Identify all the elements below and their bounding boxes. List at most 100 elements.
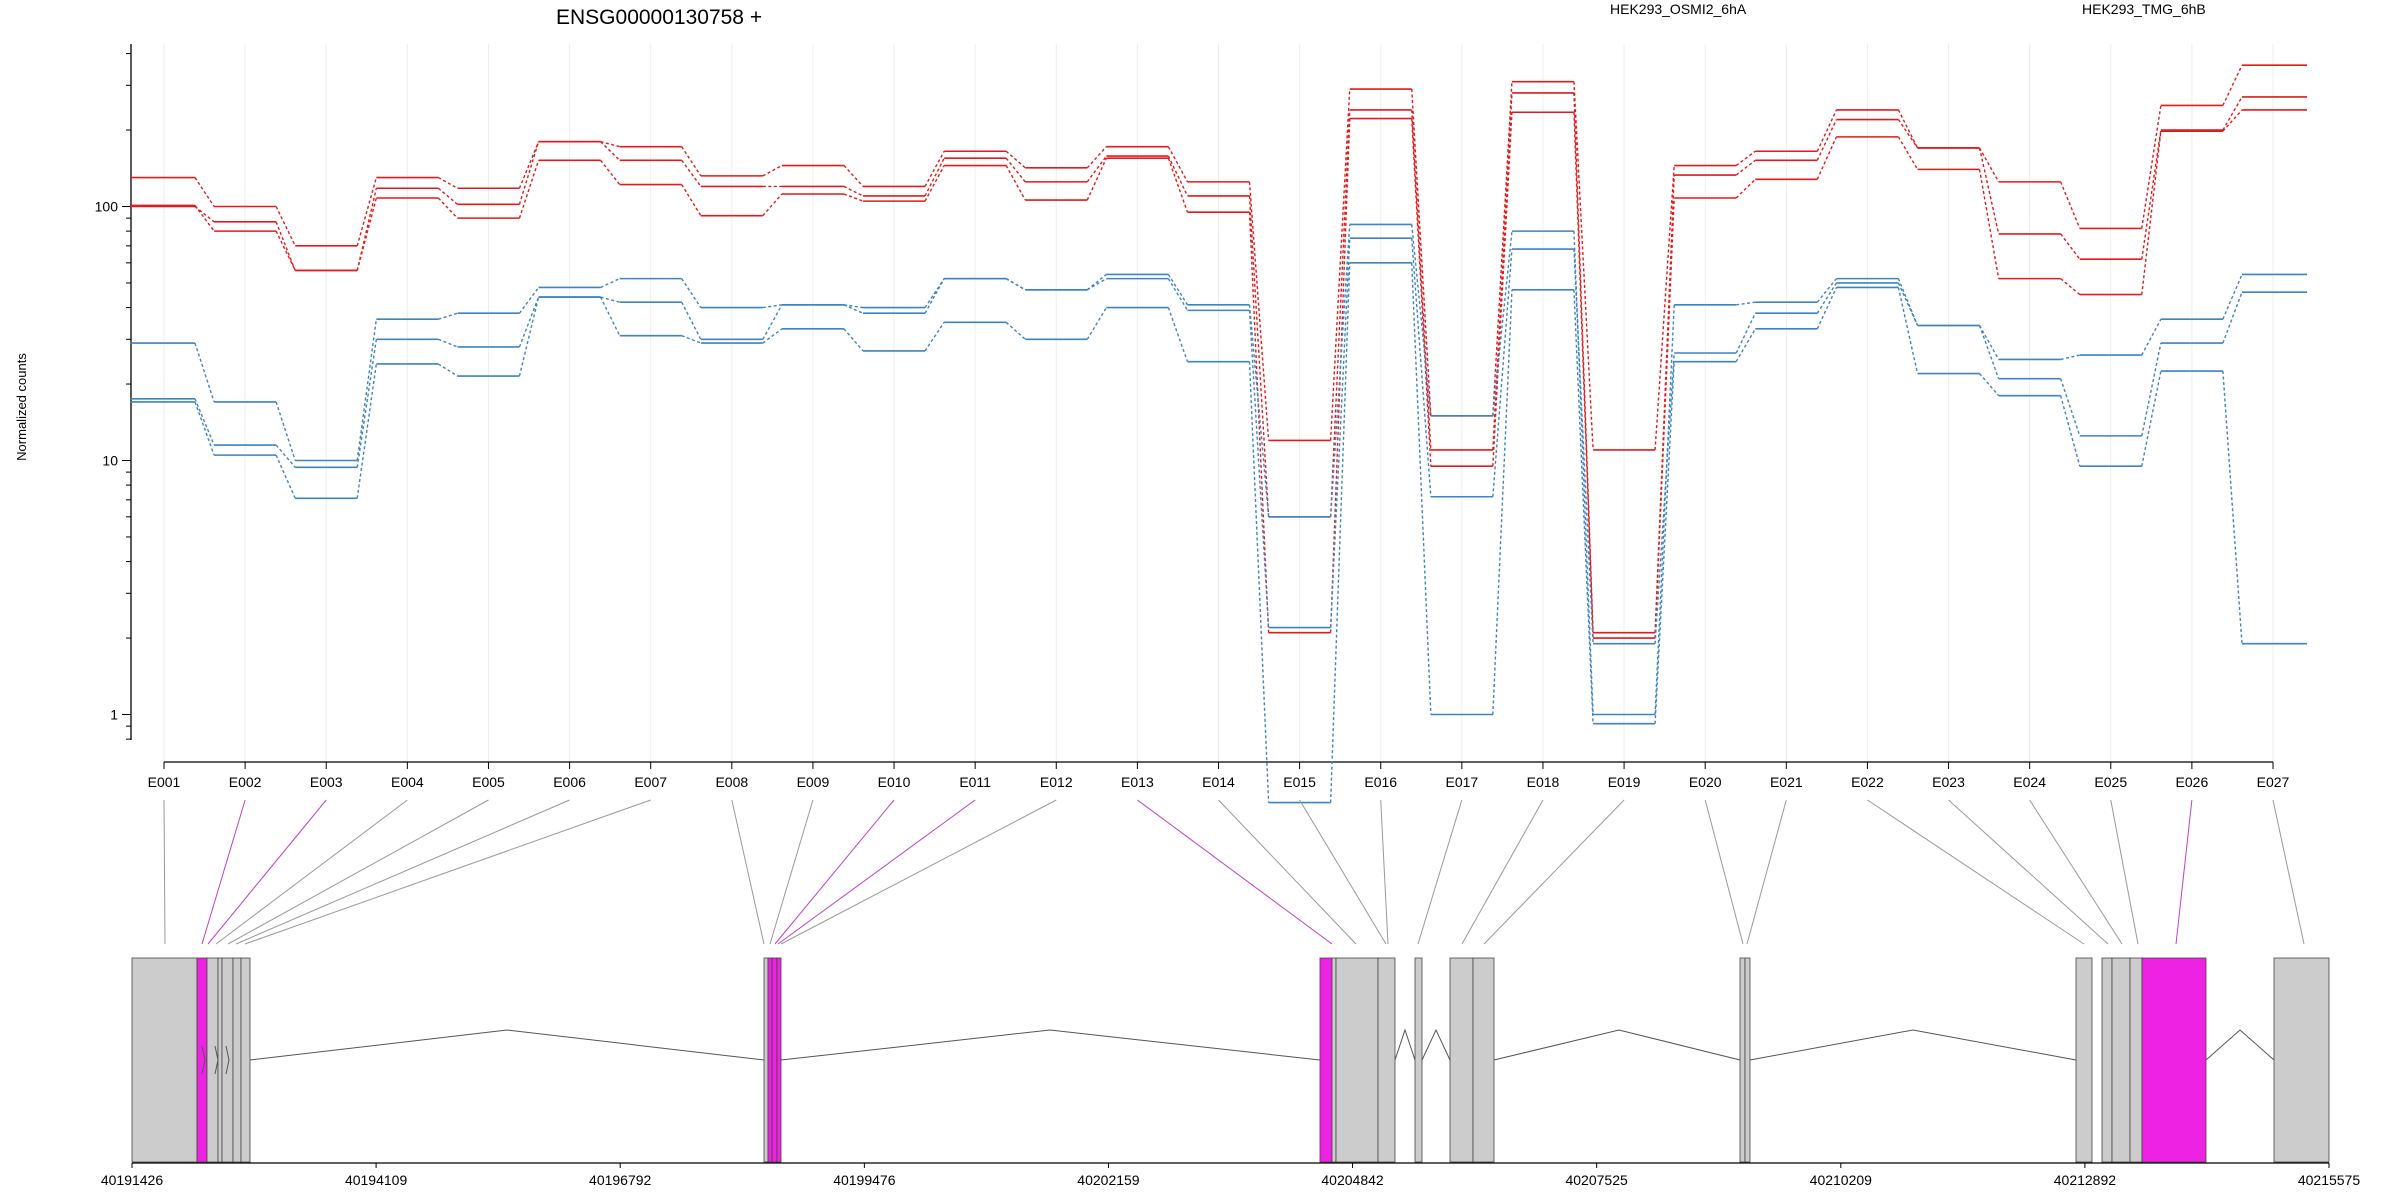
series-transition: [843, 185, 864, 197]
series-transition: [1492, 112, 1513, 467]
exon-axis-labels: E001 E002 E003 E004 E005 E006 E007 E008 E009 E010…: [148, 774, 2290, 790]
series-transition: [762, 193, 783, 217]
series-transition: [275, 454, 296, 499]
series-transition: [1654, 197, 1675, 639]
exon-connector: [2029, 799, 2123, 945]
series-transition: [2222, 274, 2243, 320]
x-tick-label-e017: E017: [1445, 774, 1478, 790]
series-transition: [1329, 238, 1351, 628]
series-transition: [1167, 307, 1189, 362]
x-tick-label-e006: E006: [553, 774, 586, 790]
series-transition: [1248, 304, 1270, 517]
series-transition: [843, 193, 864, 202]
series-transition: [518, 141, 540, 205]
exon-connector: [227, 799, 489, 945]
series-transition: [599, 296, 621, 337]
series-transition: [1167, 274, 1189, 306]
exon-box: [763, 957, 769, 1163]
series-transition: [600, 296, 620, 303]
x-tick-label-e015: E015: [1283, 774, 1316, 790]
exon-box: [240, 957, 251, 1163]
series-transition: [762, 304, 783, 309]
series-transition: [1735, 328, 1756, 363]
series-transition: [2222, 291, 2243, 344]
series-3: [130, 109, 2307, 639]
exon-box-highlighted: [1319, 957, 1333, 1163]
exon-box: [2101, 957, 2113, 1163]
exon-box: [232, 957, 242, 1163]
series-transition: [1005, 165, 1026, 201]
series-transition: [1492, 231, 1513, 416]
legend-label-tmg: HEK293_TMG_6hB: [2082, 1, 2206, 17]
coordinate-tick-label: 40207525: [1565, 1172, 1628, 1188]
series-transition: [924, 278, 945, 314]
series-transition: [438, 312, 458, 320]
series-transition: [194, 342, 215, 403]
series-transition: [681, 146, 702, 177]
series-transition: [681, 159, 702, 187]
series-transition: [924, 321, 945, 352]
exon-connector: [215, 799, 408, 945]
series-transition: [1411, 262, 1432, 715]
series-transition: [1979, 373, 2000, 397]
series-transition: [1411, 224, 1432, 416]
axes: 1 10 100: [95, 44, 2274, 769]
exon-box: [1414, 957, 1423, 1163]
series-transition: [1005, 278, 1026, 291]
x-tick-label-e024: E024: [2013, 774, 2046, 790]
series-transition: [2222, 96, 2243, 131]
series-transition: [1816, 136, 1838, 180]
series-transition: [1573, 92, 1594, 633]
exon-box: [1744, 957, 1751, 1163]
series-transition: [1654, 304, 1675, 715]
series-transition: [1978, 147, 2000, 235]
x-tick-label-e010: E010: [878, 774, 911, 790]
series-transition: [356, 319, 378, 461]
series-transition: [1735, 150, 1756, 167]
series-transition: [1329, 262, 1351, 803]
series-transition: [1167, 155, 1189, 197]
intron-line: [2205, 1029, 2275, 1061]
exon-box-highlighted: [771, 957, 778, 1163]
y-tick-label: 100: [95, 199, 119, 215]
series-transition: [518, 296, 540, 377]
x-tick-label-e009: E009: [797, 774, 830, 790]
series-transition: [1816, 119, 1838, 161]
series-transition: [438, 338, 458, 348]
series-transition: [1167, 157, 1189, 213]
exon-connector: [774, 799, 895, 945]
series-transition: [681, 184, 702, 217]
exon-connector: [1948, 799, 2109, 945]
series-transition: [356, 363, 378, 499]
series-transition: [1492, 289, 1513, 715]
coordinate-tick-label: 40204842: [1321, 1172, 1384, 1188]
series-transition: [1573, 231, 1594, 715]
exon-box: [2273, 957, 2330, 1163]
x-tick-label-e013: E013: [1121, 774, 1154, 790]
exon-connector: [1704, 799, 1744, 945]
series-transition: [1816, 287, 1838, 330]
series-transition: [1897, 136, 1919, 170]
coordinate-tick-label: 40196792: [589, 1172, 652, 1188]
exon-connector: [1417, 799, 1463, 945]
coordinate-tick-label: 40191426: [101, 1172, 164, 1188]
exon-box: [217, 957, 223, 1163]
exon-connector: [777, 799, 976, 945]
series-transition: [843, 304, 864, 314]
exon-connector: [1461, 799, 1544, 945]
exon-connector: [2110, 799, 2139, 945]
chart-title: ENSG00000130758 +: [556, 6, 762, 29]
intron-line: [201, 1045, 206, 1075]
exon-box: [2075, 957, 2093, 1163]
intron-line: [1749, 1029, 2077, 1061]
series-transition: [194, 205, 215, 223]
series-transition: [438, 176, 458, 189]
series-transition: [762, 328, 783, 344]
series-transition: [1086, 307, 1107, 340]
series-transition: [681, 301, 702, 340]
series-transition: [1816, 109, 1838, 152]
series-transition: [1248, 212, 1270, 633]
series-transition: [1897, 109, 1919, 149]
x-tick-label-e012: E012: [1040, 774, 1073, 790]
exon-connector: [731, 799, 765, 945]
